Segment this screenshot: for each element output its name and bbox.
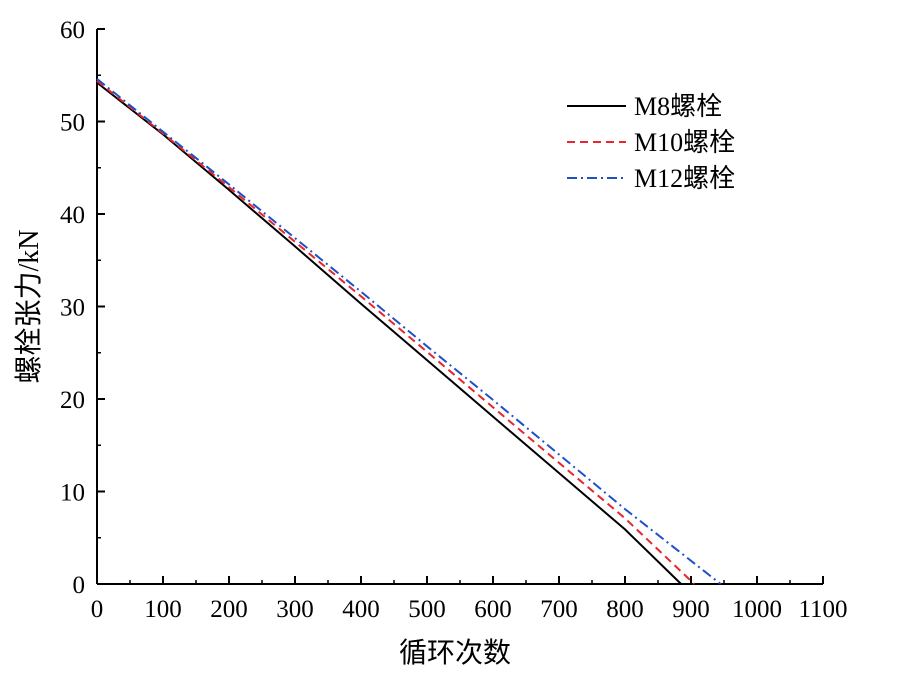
y-tick-label: 30	[60, 295, 85, 322]
x-axis-title: 循环次数	[399, 637, 511, 669]
x-tick-label: 100	[144, 596, 182, 623]
x-tick-label: 600	[474, 596, 512, 623]
x-tick-label: 700	[540, 596, 578, 623]
x-tick-label: 400	[342, 596, 380, 623]
legend-label-3: M12螺栓	[634, 164, 735, 193]
legend-label-1: M8螺栓	[634, 92, 722, 121]
x-tick-label: 0	[91, 596, 104, 623]
series-line-2	[96, 80, 695, 585]
x-tick-label: 500	[408, 596, 446, 623]
y-tick-label: 0	[73, 572, 86, 599]
y-tick-label: 10	[60, 480, 85, 507]
y-tick-label: 50	[60, 110, 85, 137]
series-lines	[96, 78, 722, 585]
x-tick-label: 900	[672, 596, 710, 623]
x-tick-label: 1100	[798, 596, 847, 623]
y-axis-title: 螺栓张力/kN	[13, 229, 45, 383]
y-tick-label: 20	[60, 387, 85, 414]
series-line-1	[96, 81, 682, 585]
y-tick-label: 40	[60, 202, 85, 229]
ticks: 0 100 200 300 400 500 600 700 800 900 1000 1100 0 10 2…	[60, 17, 848, 623]
series-line-3	[96, 78, 722, 585]
legend-label-2: M10螺栓	[634, 128, 735, 157]
x-tick-label: 800	[606, 596, 644, 623]
y-tick-label: 60	[60, 17, 85, 44]
x-tick-label: 1000	[732, 596, 782, 623]
x-tick-label: 300	[276, 596, 314, 623]
legend: M8螺栓 M10螺栓 M12螺栓	[567, 92, 735, 193]
x-tick-label: 200	[210, 596, 248, 623]
